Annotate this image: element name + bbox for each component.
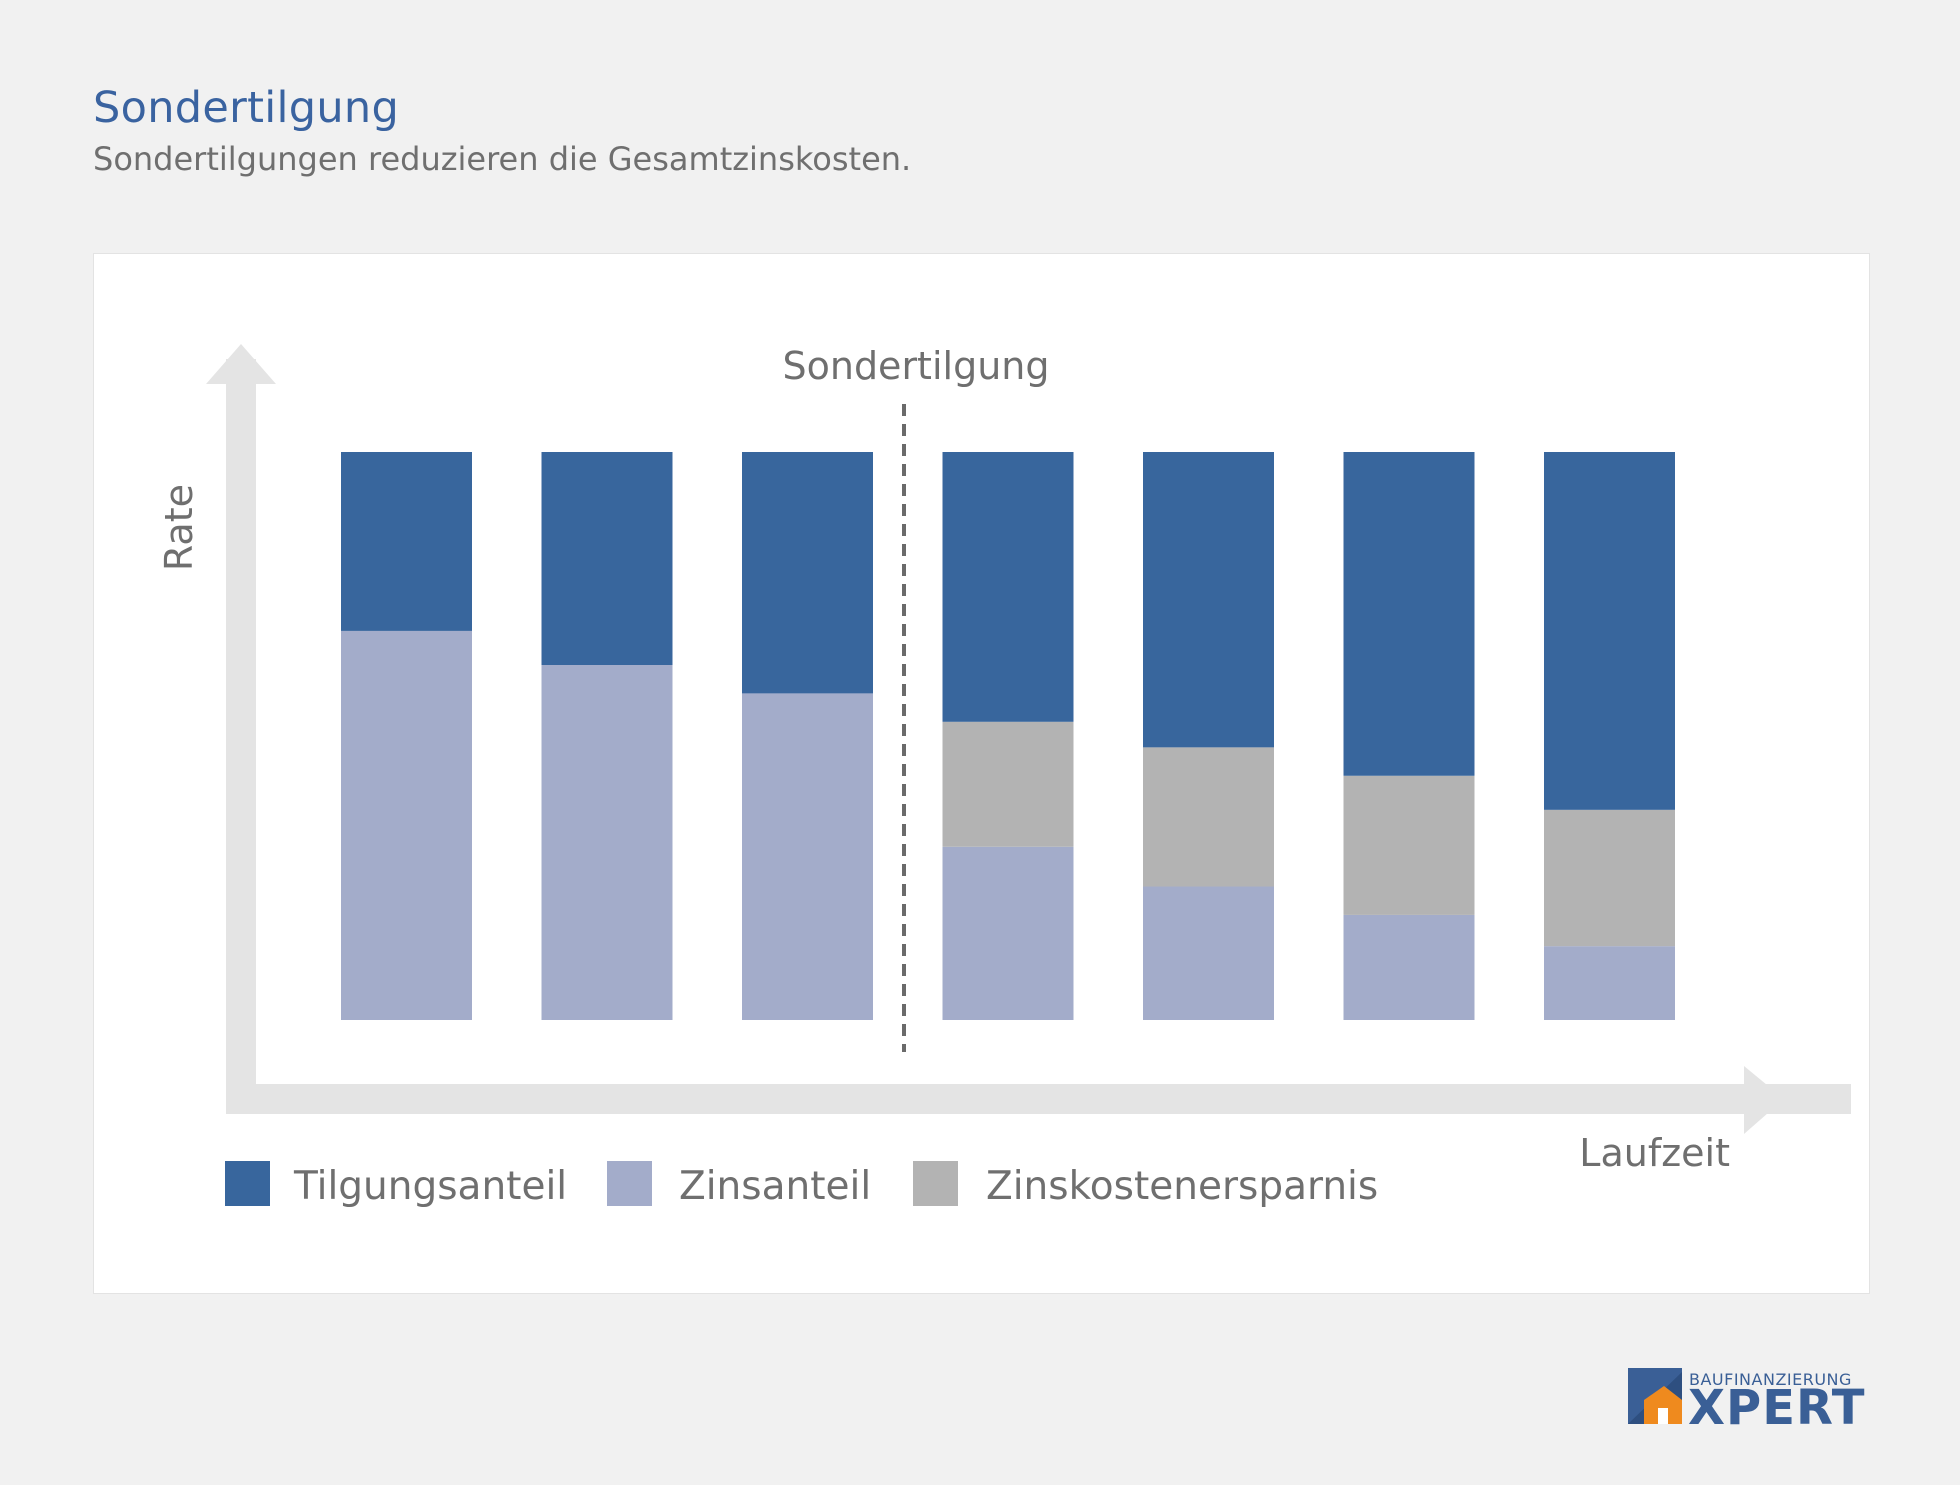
page-title: Sondertilgung xyxy=(93,83,400,133)
bar-7-tilgung xyxy=(1544,452,1675,810)
chart-card: Rate Laufzeit Sondertilgung Tilgungsante… xyxy=(93,253,1870,1294)
logo-text-main: XPERT xyxy=(1688,1380,1866,1436)
bars-group xyxy=(341,452,1675,1020)
bar-5-tilgung xyxy=(1143,452,1274,748)
legend-swatch-zins xyxy=(607,1161,652,1206)
bar-5-ersparnis xyxy=(1143,747,1274,887)
x-axis-arrowhead xyxy=(1744,1066,1784,1134)
legend-swatch-tilgung xyxy=(225,1161,270,1206)
chart-legend: Tilgungsanteil Zinsanteil Zinskostenerspar… xyxy=(225,1161,1378,1209)
bar-5-zins xyxy=(1143,886,1274,1020)
y-axis-arrowhead xyxy=(206,344,276,384)
bar-2-tilgung xyxy=(541,452,673,665)
legend-label-ersparnis: Zinskostenersparnis xyxy=(986,1164,1378,1209)
bar-1-tilgung xyxy=(341,452,472,631)
bar-6-zins xyxy=(1343,914,1475,1020)
x-axis-label: Laufzeit xyxy=(1579,1131,1730,1175)
bar-2-zins xyxy=(541,665,673,1020)
bar-7-ersparnis xyxy=(1544,809,1675,947)
legend-label-tilgung: Tilgungsanteil xyxy=(293,1164,567,1209)
x-axis-line xyxy=(226,1084,1851,1114)
bar-1-zins xyxy=(341,630,472,1020)
page-subtitle: Sondertilgungen reduzieren die Gesamtzin… xyxy=(93,140,912,178)
bar-3-tilgung xyxy=(742,452,873,694)
house-icon xyxy=(1628,1368,1682,1424)
legend-label-zins: Zinsanteil xyxy=(679,1164,871,1209)
bar-4-tilgung xyxy=(942,452,1074,722)
stacked-bar-chart: Rate Laufzeit Sondertilgung Tilgungsante… xyxy=(157,344,1851,1209)
bar-4-ersparnis xyxy=(942,721,1074,847)
y-axis-line xyxy=(226,359,256,1094)
sondertilgung-annotation: Sondertilgung xyxy=(782,344,1049,388)
logo-text-top: BAUFINANZIERUNG xyxy=(1689,1370,1852,1389)
bar-4-zins xyxy=(942,846,1074,1020)
legend-swatch-ersparnis xyxy=(913,1161,958,1206)
bar-6-ersparnis xyxy=(1343,775,1475,915)
bar-7-zins xyxy=(1544,946,1675,1020)
bar-6-tilgung xyxy=(1343,452,1475,776)
bar-3-zins xyxy=(742,693,873,1020)
baufinanzierung-expert-logo: BAUFINANZIERUNG XPERT xyxy=(1626,1368,1874,1436)
y-axis-label: Rate xyxy=(157,484,201,571)
